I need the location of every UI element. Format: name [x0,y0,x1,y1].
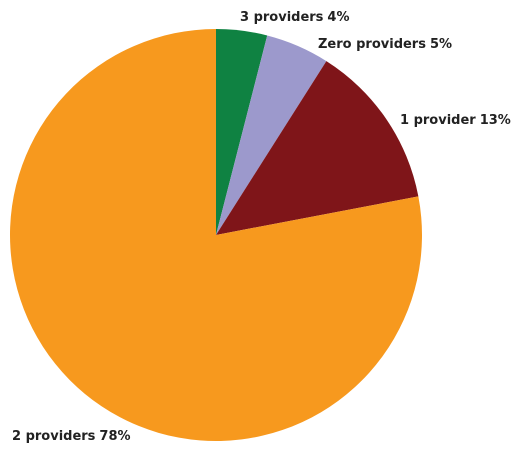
value-label: 4% [327,10,349,25]
pie-slice [216,61,419,235]
value-label: 13% [480,113,511,128]
slice-label: Zero providers 5% [318,37,452,52]
value-label: 78% [99,429,130,444]
slice-label: 3 providers 4% [240,10,350,25]
category-label: 3 providers [240,10,324,25]
value-label: 5% [430,37,452,52]
category-label: 2 providers [12,429,96,444]
slice-label: 1 provider 13% [400,113,511,128]
category-label: Zero providers [318,37,426,52]
pie-slice [216,29,268,235]
category-label: 1 provider [400,113,476,128]
slice-label: 2 providers 78% [12,429,131,444]
pie-slice [9,29,422,441]
pie-slice [216,35,327,236]
